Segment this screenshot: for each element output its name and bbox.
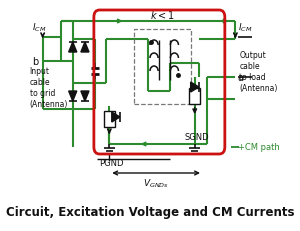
Bar [189,89,200,105]
Text: a: a [238,73,244,83]
Bar [103,112,115,128]
Text: Circuit, Excitation Voltage and CM Currents: Circuit, Excitation Voltage and CM Curre… [6,206,294,219]
Polygon shape [81,92,89,102]
Polygon shape [81,43,89,53]
Text: $V_{GNDs}$: $V_{GNDs}$ [143,177,169,190]
Text: SGND: SGND [184,133,209,142]
Polygon shape [191,83,199,93]
Text: b: b [32,57,38,67]
Polygon shape [69,43,77,53]
Text: $I_{CM}$: $I_{CM}$ [32,22,46,34]
Text: $I_{CM}$: $I_{CM}$ [238,22,252,34]
Polygon shape [69,92,77,102]
Text: $k < 1$: $k < 1$ [150,9,175,21]
Polygon shape [112,112,120,122]
Text: Output
cable
to load
(Antenna): Output cable to load (Antenna) [239,51,278,93]
Text: +CM path: +CM path [238,143,280,152]
Text: PGND: PGND [100,158,124,167]
Text: Input
cable
to grid
(Antenna): Input cable to grid (Antenna) [30,67,68,109]
Bar [134,30,191,105]
